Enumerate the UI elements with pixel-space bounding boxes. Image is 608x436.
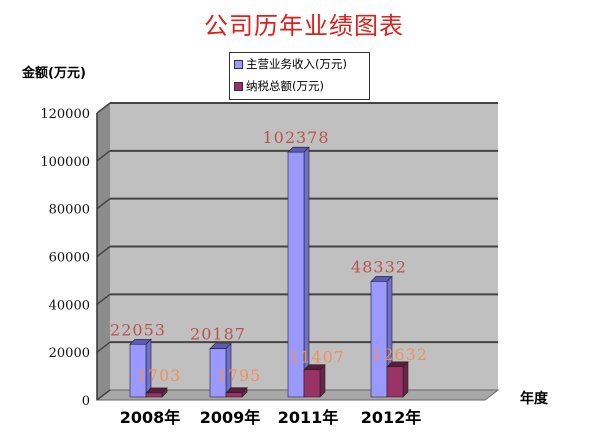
legend-label-tax: 纳税总额(万元) (246, 79, 324, 93)
x-tick-label: 2008年 (120, 408, 181, 427)
x-axis-label: 年度 (520, 390, 549, 407)
data-label: 102378 (262, 128, 329, 147)
gridline-side (96, 293, 111, 305)
legend-swatch-revenue (234, 59, 243, 69)
chart-title: 公司历年业绩图表 (204, 12, 404, 40)
y-tick-label: 0 (82, 394, 90, 409)
bar (209, 348, 227, 398)
y-tick-label: 100000 (40, 155, 90, 170)
gridline-side (96, 150, 111, 162)
bar-side (319, 363, 326, 398)
data-label: 1795 (217, 366, 262, 385)
bar (370, 281, 388, 398)
gridline-side (96, 198, 111, 210)
gridline-side (96, 341, 111, 353)
legend-item-revenue: 主营业务收入(万元) (230, 53, 369, 75)
y-tick-label: 60000 (49, 251, 90, 266)
bar (386, 366, 404, 398)
x-tick-label: 2009年 (200, 408, 261, 427)
y-tick-label: 120000 (40, 107, 90, 122)
y-tick-label: 20000 (49, 346, 90, 361)
data-label: 20187 (190, 325, 246, 344)
x-tick-label: 2011年 (278, 408, 339, 427)
data-label: 11407 (289, 348, 345, 367)
gridline-side (96, 389, 111, 401)
data-label: 12632 (372, 345, 428, 364)
y-tick-label: 40000 (49, 298, 90, 313)
bar (287, 151, 305, 398)
bar (129, 343, 147, 398)
bar-side (402, 361, 409, 398)
legend-label-revenue: 主营业务收入(万元) (246, 57, 347, 71)
legend-item-tax: 纳税总额(万元) (230, 75, 369, 97)
x-tick-label: 2012年 (361, 408, 422, 427)
data-label: 48332 (351, 257, 407, 276)
legend: 主营业务收入(万元) 纳税总额(万元) (229, 52, 370, 100)
bar (145, 392, 163, 398)
data-label: 1703 (137, 366, 182, 385)
legend-swatch-tax (234, 81, 243, 91)
gridline-side (96, 102, 111, 114)
bar (225, 392, 243, 398)
data-label: 22053 (110, 320, 166, 339)
bar (303, 369, 321, 398)
y-axis-label: 金额(万元) (22, 66, 86, 81)
y-tick-label: 80000 (49, 203, 90, 218)
gridline-side (96, 245, 111, 258)
